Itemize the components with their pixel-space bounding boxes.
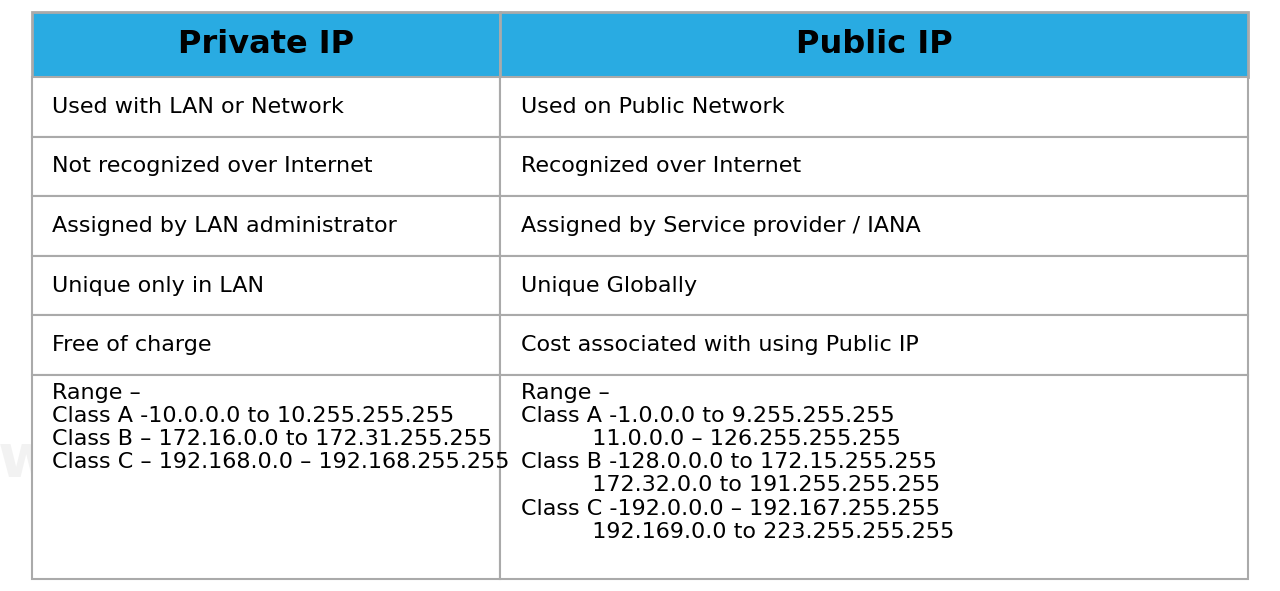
Text: Used on Public Network: Used on Public Network — [521, 97, 785, 117]
Text: Cost associated with using Public IP: Cost associated with using Public IP — [521, 335, 918, 355]
Text: Used with LAN or Network: Used with LAN or Network — [52, 97, 344, 117]
Bar — [500, 77, 1248, 137]
Bar — [32, 12, 500, 77]
Bar — [500, 196, 1248, 256]
Bar — [500, 12, 1248, 77]
Bar — [500, 375, 1248, 579]
Text: Public IP: Public IP — [796, 29, 952, 60]
Bar — [500, 137, 1248, 196]
Text: Unique Globally: Unique Globally — [521, 275, 696, 296]
Bar — [500, 316, 1248, 375]
Bar — [500, 256, 1248, 316]
Text: Free of charge: Free of charge — [52, 335, 212, 355]
Text: Private IP: Private IP — [178, 29, 355, 60]
Bar — [32, 316, 500, 375]
Text: Range –
Class A -10.0.0.0 to 10.255.255.255
Class B – 172.16.0.0 to 172.31.255.2: Range – Class A -10.0.0.0 to 10.255.255.… — [52, 382, 509, 472]
Text: Unique only in LAN: Unique only in LAN — [52, 275, 265, 296]
Text: Assigned by Service provider / IANA: Assigned by Service provider / IANA — [521, 216, 920, 236]
Bar — [32, 137, 500, 196]
Text: www.PaGaLGuY.com: www.PaGaLGuY.com — [0, 431, 694, 491]
Bar — [32, 77, 500, 137]
Bar — [32, 375, 500, 579]
Text: Assigned by LAN administrator: Assigned by LAN administrator — [52, 216, 397, 236]
Text: Not recognized over Internet: Not recognized over Internet — [52, 157, 372, 177]
Text: Recognized over Internet: Recognized over Internet — [521, 157, 801, 177]
Bar — [32, 256, 500, 316]
Text: Range –
Class A -1.0.0.0 to 9.255.255.255
          11.0.0.0 – 126.255.255.255
C: Range – Class A -1.0.0.0 to 9.255.255.25… — [521, 382, 954, 542]
Bar — [32, 196, 500, 256]
